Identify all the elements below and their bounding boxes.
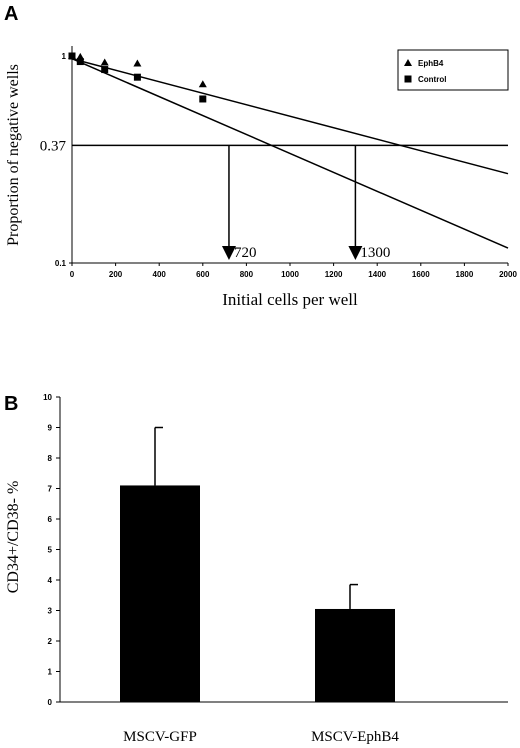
x-tick-label: 800 — [240, 270, 254, 279]
x-tick-label: 0 — [70, 270, 75, 279]
x-tick-label: 1200 — [325, 270, 343, 279]
bar — [120, 485, 200, 702]
fit-line-ephb4 — [71, 58, 509, 175]
data-point-ephb4 — [198, 80, 207, 88]
category-label: MSCV-GFP — [123, 729, 197, 745]
fit-line-control — [71, 58, 509, 249]
x-tick-label: 1600 — [412, 270, 430, 279]
data-point-ephb4 — [100, 58, 109, 66]
x-tick-label: 1000 — [281, 270, 299, 279]
data-point-control — [76, 58, 84, 66]
x-tick-label: 2000 — [499, 270, 517, 279]
data-point-control — [133, 73, 141, 81]
panel-b-y-axis-label: CD34+/CD38- % — [5, 481, 22, 594]
x-tick-label: 200 — [109, 270, 123, 279]
y-tick-label: 1 — [62, 52, 67, 61]
annotation-arrow-head — [348, 246, 363, 260]
panel-a-points — [68, 52, 207, 103]
annotation-label: 1300 — [360, 245, 390, 261]
data-point-control — [101, 66, 109, 74]
y-tick-label: 7 — [48, 485, 53, 494]
panel-a-label: A — [4, 3, 18, 25]
x-tick-label: 1800 — [456, 270, 474, 279]
y-tick-label: 4 — [48, 576, 53, 585]
data-point-ephb4 — [133, 59, 142, 67]
y-tick-label: 9 — [48, 424, 53, 433]
bar — [315, 608, 395, 702]
panel-a-y-ticks: 0.11 — [55, 52, 72, 268]
legend-marker-control — [404, 75, 412, 83]
y-tick-label: 5 — [48, 546, 53, 555]
y-tick-label: 10 — [43, 393, 52, 402]
category-label: MSCV-EphB4 — [311, 729, 399, 745]
y-tick-label: 3 — [48, 607, 53, 616]
legend-label-control: Control — [418, 75, 446, 84]
y-tick-label: 2 — [48, 637, 53, 646]
panel-a-x-axis-label: Initial cells per well — [222, 290, 358, 309]
y-tick-label: 1 — [48, 668, 53, 677]
panel-b-y-ticks: 0 1 2 3 4 5 6 7 8 9 10 — [43, 393, 60, 707]
panel-a-legend: EphB4 Control — [397, 49, 509, 91]
data-point-control — [68, 52, 76, 60]
y-tick-label: 0 — [48, 698, 53, 707]
annotation-arrow-head — [221, 246, 236, 260]
panel-a-x-ticks: 0 200 400 600 800 1000 1200 1400 1600 1800 2000 — [70, 263, 517, 279]
panel-a-lines: 0.37 — [40, 58, 509, 249]
data-point-control — [199, 95, 207, 103]
panel-a: A Proportion of negative wells Initial c… — [4, 3, 517, 309]
y-tick-label: 8 — [48, 454, 53, 463]
y-tick-label: 0.1 — [55, 259, 67, 268]
legend-marker-ephb4 — [404, 59, 412, 66]
x-tick-label: 400 — [153, 270, 167, 279]
panel-a-annotations: 720 1300 — [221, 145, 390, 261]
panel-b-category-labels: MSCV-GFP MSCV-EphB4 — [123, 729, 399, 745]
legend-label-ephb4: EphB4 — [418, 59, 444, 68]
annotation-label: 720 — [234, 245, 257, 261]
reference-line-label: 0.37 — [40, 138, 67, 154]
y-tick-label: 6 — [48, 515, 53, 524]
panel-b-bars — [120, 426, 395, 702]
x-tick-label: 1400 — [368, 270, 386, 279]
panel-b-label: B — [4, 393, 18, 415]
x-tick-label: 600 — [196, 270, 210, 279]
panel-a-y-axis-label: Proportion of negative wells — [5, 64, 22, 246]
legend-box — [397, 49, 509, 91]
